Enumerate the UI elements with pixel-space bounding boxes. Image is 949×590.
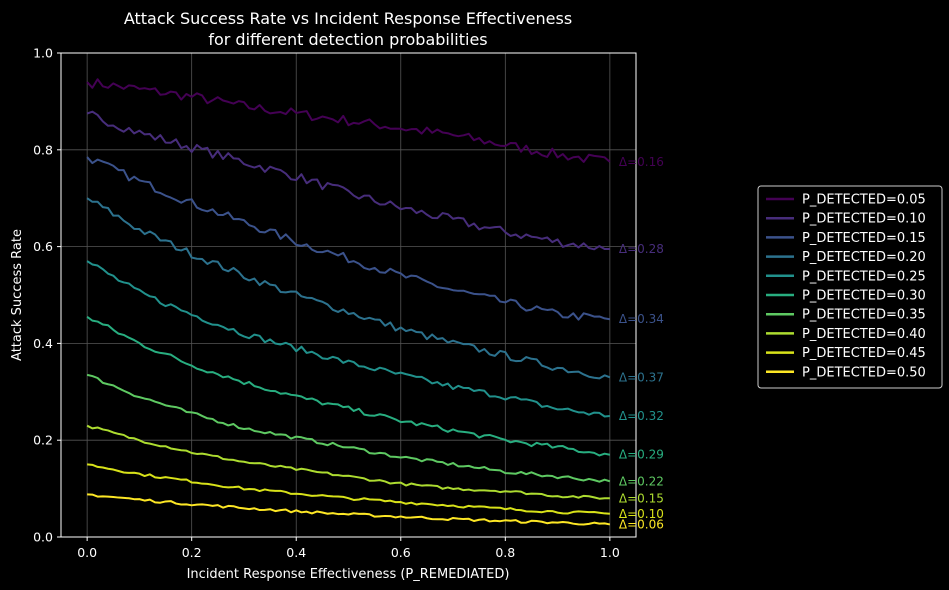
delta-label: Δ=0.15 — [619, 491, 664, 505]
y-tick-label: 0.6 — [33, 239, 53, 254]
delta-label: Δ=0.06 — [619, 517, 664, 531]
series-line — [87, 463, 610, 515]
y-tick-label: 0.4 — [33, 336, 53, 351]
delta-label: Δ=0.32 — [619, 409, 664, 423]
x-tick-label: 0.0 — [77, 545, 97, 560]
chart-subtitle: for different detection probabilities — [208, 30, 487, 49]
plot-area: 0.0 0.2 0.4 0.6 0.8 1.0 0.0 0.2 0.4 0.6 0.8 1.0 Δ=0.… — [33, 46, 664, 561]
series-line — [86, 78, 611, 163]
y-tick-label: 0.8 — [33, 142, 53, 157]
y-tick-label: 0.2 — [33, 433, 53, 448]
series-line — [86, 260, 610, 418]
series-line — [86, 110, 610, 251]
chart-title: Attack Success Rate vs Incident Response… — [124, 9, 572, 28]
x-tick-label: 0.6 — [391, 545, 411, 560]
plot-frame — [60, 52, 637, 538]
delta-label: Δ=0.37 — [619, 370, 664, 384]
x-tick-label: 0.2 — [182, 545, 202, 560]
series-line — [86, 373, 611, 483]
x-tick-label: 0.4 — [286, 545, 306, 560]
delta-label: Δ=0.29 — [619, 448, 664, 462]
delta-label: Δ=0.10 — [619, 507, 664, 521]
x-tick-label: 0.8 — [495, 545, 515, 560]
series-line — [86, 197, 611, 380]
x-axis-label: Incident Response Effectiveness (P_REMED… — [187, 567, 510, 582]
legend-label: P_DETECTED=0.40 — [802, 327, 926, 342]
x-tick-label: 1.0 — [600, 545, 620, 560]
legend-label: P_DETECTED=0.35 — [802, 308, 926, 323]
series-line — [86, 315, 611, 457]
legend-label: P_DETECTED=0.45 — [802, 346, 926, 361]
series-line — [86, 156, 611, 321]
delta-label: Δ=0.16 — [619, 155, 664, 169]
delta-label: Δ=0.22 — [619, 474, 664, 488]
series-line — [87, 493, 611, 526]
legend-label: P_DETECTED=0.25 — [802, 269, 926, 284]
y-axis-label: Attack Success Rate — [10, 229, 25, 361]
legend-label: P_DETECTED=0.30 — [802, 289, 926, 304]
y-tick-label: 1.0 — [33, 46, 53, 61]
delta-label: Δ=0.28 — [619, 242, 664, 256]
legend-label: P_DETECTED=0.50 — [802, 365, 926, 380]
legend: P_DETECTED=0.05 P_DETECTED=0.10 P_DETECTED… — [757, 185, 943, 389]
legend-label: P_DETECTED=0.05 — [802, 193, 926, 208]
delta-label: Δ=0.34 — [619, 312, 664, 326]
legend-label: P_DETECTED=0.10 — [802, 212, 926, 227]
legend-box — [757, 185, 943, 389]
legend-label: P_DETECTED=0.20 — [802, 250, 926, 265]
legend-label: P_DETECTED=0.15 — [802, 231, 926, 246]
y-tick-label: 0.0 — [33, 530, 53, 545]
series-line — [86, 424, 610, 500]
